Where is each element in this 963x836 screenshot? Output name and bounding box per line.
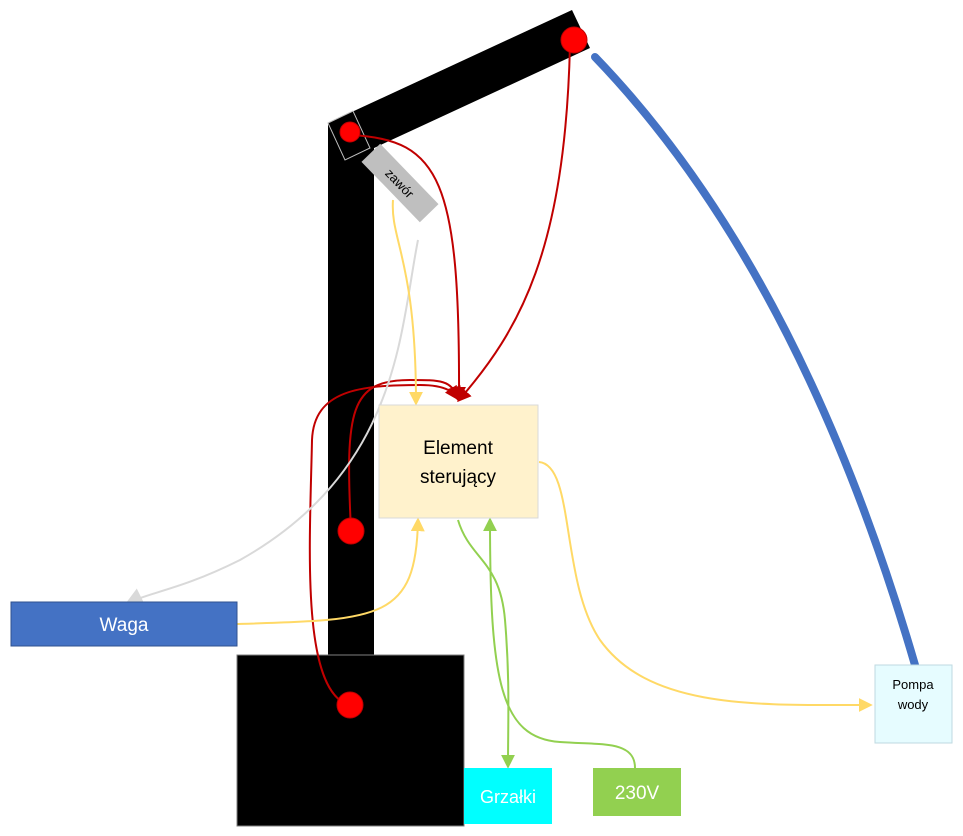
signal-wires (236, 199, 873, 713)
valve-body (361, 143, 439, 223)
power-label: 230V (615, 783, 660, 804)
controller-box: Element sterujący (378, 404, 539, 519)
scale-rect (10, 601, 238, 647)
controller-label-line1: Element (423, 438, 493, 459)
controller-label-line2: sterujący (420, 467, 497, 488)
controller-rect (378, 404, 539, 519)
wire-controller-to-heaters (457, 519, 516, 769)
machine-frame (236, 10, 590, 827)
scale-label: Waga (100, 615, 149, 636)
frame-arm (328, 10, 590, 161)
heaters-label: Grzałki (480, 787, 536, 807)
heaters-rect (464, 768, 552, 824)
frame-joint (327, 110, 371, 161)
power-box: 230V (593, 768, 681, 816)
sensors (336, 26, 588, 719)
scale-box: Waga (10, 601, 238, 647)
wire-power-to-controller (483, 517, 636, 769)
power-rect (593, 768, 681, 816)
wire-arm-sensor (351, 134, 467, 401)
wire-valve-to-controller (391, 199, 423, 406)
pump-box: Pompa wody (874, 664, 953, 744)
frame-base (236, 654, 465, 827)
wire-valve-to-scale (124, 239, 419, 605)
sensor-arm-base (339, 121, 361, 143)
wire-tank-sensor (308, 383, 459, 706)
pump-label-line2: wody (897, 697, 929, 712)
sensor-column (337, 517, 365, 545)
wire-scale-to-controller (236, 517, 425, 625)
sensor-arm-end (560, 26, 588, 54)
pump-label-line1: Pompa (892, 677, 934, 692)
power-wires (457, 517, 636, 769)
pump-rect (874, 664, 953, 744)
wire-column-sensor (348, 378, 461, 531)
heaters-box: Grzałki (464, 768, 552, 824)
wire-controller-to-pump (538, 461, 873, 713)
sensor-wires (308, 44, 571, 706)
sensor-tank (336, 691, 364, 719)
wire-end-sensor (457, 44, 571, 403)
water-hose (591, 53, 919, 669)
